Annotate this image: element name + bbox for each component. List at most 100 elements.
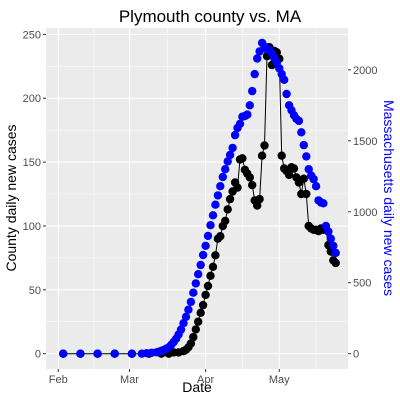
ma-data-point [181, 312, 191, 321]
county-data-point [233, 183, 242, 192]
county-data-point [238, 154, 247, 163]
county-data-point [203, 281, 213, 291]
ma-data-point [309, 174, 318, 184]
ma-data-point [189, 288, 198, 297]
ma-data-point [297, 128, 306, 137]
series-layer [59, 38, 340, 358]
ma-data-point [280, 75, 289, 85]
county-data-point [198, 300, 208, 310]
county-data-point [277, 151, 286, 160]
ma-data-point [194, 270, 203, 279]
axis-ticks: 0 50 100 150 200 250 0 500 1000 1500 2000 Feb Mar Apr… [23, 29, 378, 386]
gridlines [46, 28, 348, 369]
county-data-point [206, 271, 215, 280]
ma-data-point [179, 319, 188, 328]
ma-data-point [282, 89, 291, 99]
ma-data-point [76, 349, 85, 358]
ma-data-point [201, 241, 210, 250]
x-tick-label: May [269, 374, 290, 386]
ma-data-point [230, 130, 240, 140]
ma-data-point [326, 234, 335, 243]
ma-data-point [225, 150, 235, 160]
county-data-point [289, 164, 299, 173]
y2-axis-title: Massachusetts daily new cases [381, 100, 397, 296]
ma-data-point [299, 140, 308, 150]
ma-data-point [127, 349, 137, 358]
y-tick-label: 250 [23, 29, 41, 41]
county-data-point [189, 332, 198, 342]
y-tick-label: 200 [23, 93, 41, 105]
county-data-point [260, 141, 269, 150]
ma-data-point [196, 260, 205, 270]
ma-data-point [228, 143, 237, 153]
ma-data-point [203, 231, 213, 241]
ma-data-point [331, 248, 340, 258]
ma-data-point [218, 172, 227, 182]
ma-data-point [329, 241, 338, 250]
county-data-point [331, 258, 340, 268]
county-data-point [284, 170, 294, 180]
county-data-point [191, 325, 200, 334]
ma-data-point [186, 297, 196, 307]
county-data-point [223, 205, 232, 214]
y-tick-label: 150 [23, 157, 41, 169]
county-data-point [208, 262, 218, 271]
x-tick-label: Feb [49, 374, 68, 386]
county-data-point [221, 216, 230, 226]
ma-data-point [250, 69, 259, 79]
x-tick-label: Mar [120, 374, 139, 386]
ma-data-point [221, 165, 230, 174]
ma-data-point [245, 101, 254, 110]
y-axis-title: County daily new cases [3, 124, 19, 271]
y2-tick-label: 0 [353, 349, 359, 361]
ma-data-point [93, 349, 102, 358]
county-data-point [299, 174, 308, 183]
county-data-point [253, 201, 262, 210]
ma-data-point [206, 221, 215, 230]
ma-data-point [176, 325, 186, 334]
county-data-point [186, 339, 196, 348]
county-data-point [248, 180, 257, 190]
ma-data-point [198, 250, 208, 260]
y2-tick-label: 1000 [353, 207, 377, 219]
ma-data-point [248, 86, 257, 96]
ma-data-point [191, 279, 200, 288]
ma-data-point [243, 110, 252, 119]
ma-data-point [110, 349, 119, 358]
ma-data-point [59, 349, 68, 358]
county-data-point [201, 290, 210, 300]
ma-data-point [208, 211, 218, 220]
county-data-point [211, 251, 220, 260]
county-data-point [245, 173, 254, 182]
ma-data-point [184, 305, 193, 314]
y2-tick-label: 1500 [353, 136, 377, 148]
county-data-point [225, 194, 235, 204]
ma-data-point [213, 191, 223, 200]
x-axis-title: Date [182, 379, 212, 395]
county-data-point [216, 232, 225, 241]
y-tick-label: 50 [29, 285, 41, 297]
county-data-point [257, 151, 267, 160]
county-data-point [196, 308, 205, 317]
y-tick-label: 0 [35, 349, 41, 361]
ma-data-point [253, 54, 262, 63]
x-tick-label: Apr [197, 374, 214, 386]
county-data-point [194, 317, 203, 326]
y2-tick-label: 2000 [353, 65, 377, 77]
ma-data-point [311, 182, 321, 191]
ma-data-point [235, 119, 245, 128]
ma-data-point [294, 116, 304, 126]
county-data-point [255, 194, 264, 204]
ma-data-point [211, 200, 220, 209]
ma-data-point [304, 165, 313, 174]
ma-data-point [223, 157, 232, 166]
ma-data-point [216, 182, 225, 191]
ma-data-point [324, 227, 333, 236]
y-tick-label: 100 [23, 221, 41, 233]
y2-tick-label: 500 [353, 278, 371, 290]
ma-data-point [302, 152, 311, 161]
chart-title: Plymouth county vs. MA [119, 7, 302, 26]
county-data-point [302, 189, 311, 199]
ma-data-point [319, 199, 328, 208]
